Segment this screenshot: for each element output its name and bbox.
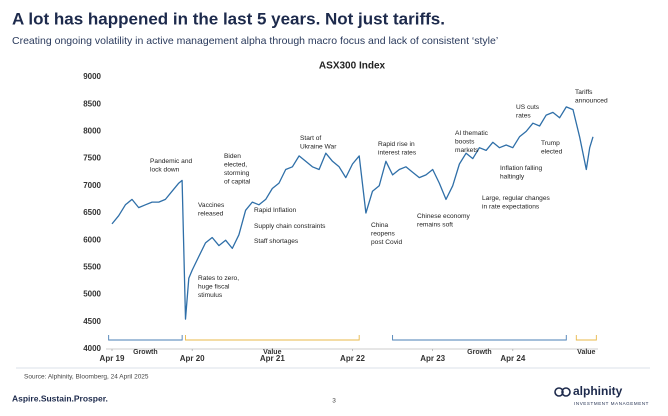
annotation: China bbox=[371, 222, 389, 229]
page-number: 3 bbox=[332, 398, 336, 405]
regime-bracket bbox=[108, 335, 183, 341]
annotation: US cuts bbox=[516, 104, 540, 111]
y-tick-label: 7000 bbox=[83, 181, 101, 190]
annotation: elected, bbox=[224, 161, 247, 168]
x-tick-label: Apr 20 bbox=[180, 354, 205, 363]
y-tick-label: 5500 bbox=[83, 263, 101, 272]
annotation: storming bbox=[224, 170, 250, 177]
slide-title: A lot has happened in the last 5 years. … bbox=[12, 9, 445, 28]
regime-bracket bbox=[392, 335, 567, 341]
regime-label: Value bbox=[263, 349, 281, 356]
annotation: reopens bbox=[371, 230, 396, 237]
chart-title: ASX300 Index bbox=[319, 61, 386, 72]
annotation: Inflation falling bbox=[500, 165, 542, 172]
annotation: post Covid bbox=[371, 239, 402, 246]
logo-icon bbox=[561, 387, 571, 397]
y-tick-label: 8000 bbox=[83, 127, 101, 136]
regime-bracket bbox=[575, 335, 597, 341]
annotation: Tariffs bbox=[575, 89, 593, 96]
annotation: lock down bbox=[150, 166, 180, 173]
source: Source: Alphinity, Bloomberg, 24 April 2… bbox=[24, 374, 149, 381]
annotation: interest rates bbox=[378, 149, 417, 156]
x-tick-label: Apr 23 bbox=[420, 354, 445, 363]
y-tick-label: 9000 bbox=[83, 72, 101, 81]
x-tick-label: Apr 22 bbox=[340, 354, 365, 363]
annotation: Ukraine War bbox=[300, 143, 337, 150]
regime-bracket bbox=[185, 335, 360, 341]
logo: alphinity INVESTMENT MANAGEMENT bbox=[554, 384, 649, 406]
y-tick-label: 8500 bbox=[83, 99, 101, 108]
annotation: elected bbox=[541, 148, 563, 155]
annotation: in rate expectations bbox=[482, 203, 540, 210]
annotation: Staff shortages bbox=[254, 238, 299, 245]
index-line bbox=[111, 106, 594, 320]
annotation: Pandemic and bbox=[150, 158, 192, 165]
regime-label: Value bbox=[577, 349, 595, 356]
x-tick-label: Apr 19 bbox=[100, 354, 125, 363]
annotation: Rates to zero, bbox=[198, 275, 239, 282]
y-tick-label: 6500 bbox=[83, 208, 101, 217]
regime-label: Growth bbox=[467, 349, 492, 356]
y-tick-label: 4000 bbox=[83, 344, 101, 353]
x-tick-label: Apr 21 bbox=[260, 354, 285, 363]
annotation: boosts bbox=[455, 138, 475, 145]
annotation: remains soft bbox=[417, 221, 453, 228]
annotation: Rapid rise in bbox=[378, 141, 415, 148]
x-tick-label: Apr 24 bbox=[500, 354, 525, 363]
y-tick-label: 6000 bbox=[83, 235, 101, 244]
regime-label: Growth bbox=[133, 349, 158, 356]
annotation: rates bbox=[516, 112, 531, 119]
logo-sub: INVESTMENT MANAGEMENT bbox=[574, 401, 649, 406]
tagline: Aspire.Sustain.Prosper. bbox=[12, 393, 108, 403]
annotation: Supply chain constraints bbox=[254, 223, 326, 230]
logo-text: alphinity bbox=[573, 384, 623, 398]
y-tick-label: 7500 bbox=[83, 154, 101, 163]
annotation: stimulus bbox=[198, 292, 223, 299]
annotation: Large, regular changes bbox=[482, 195, 551, 202]
annotation: Chinese economy bbox=[417, 213, 470, 220]
annotation: haltingly bbox=[500, 173, 525, 180]
annotation: markets bbox=[455, 147, 479, 154]
annotation: announced bbox=[575, 97, 608, 104]
annotation: of capital bbox=[224, 178, 251, 185]
annotation: Rapid Inflation bbox=[254, 207, 296, 214]
annotation: huge fiscal bbox=[198, 283, 230, 290]
annotation: Trump bbox=[541, 140, 560, 147]
y-tick-label: 5000 bbox=[83, 290, 101, 299]
annotation: Biden bbox=[224, 153, 241, 160]
annotation: released bbox=[198, 210, 224, 217]
y-tick-label: 4500 bbox=[83, 317, 101, 326]
annotation: AI thematic bbox=[455, 130, 489, 137]
logo-icon bbox=[554, 387, 564, 397]
slide-subtitle: Creating ongoing volatility in active ma… bbox=[12, 35, 498, 47]
annotation: Start of bbox=[300, 135, 321, 142]
annotation: Vaccines bbox=[198, 202, 225, 209]
